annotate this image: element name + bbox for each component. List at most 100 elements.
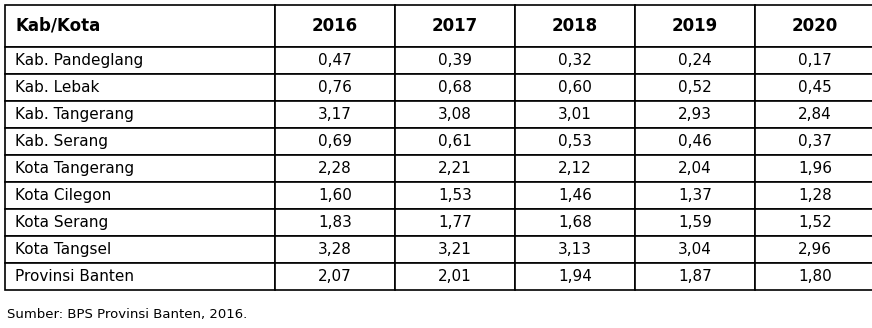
Bar: [515, 263, 635, 290]
Text: Kab. Pandeglang: Kab. Pandeglang: [15, 53, 143, 68]
Text: 1,80: 1,80: [798, 269, 832, 284]
Text: Provinsi Banten: Provinsi Banten: [15, 269, 134, 284]
Bar: [275, 5, 395, 47]
Text: 0,37: 0,37: [798, 134, 832, 149]
Bar: [755, 209, 872, 236]
Bar: [755, 128, 872, 155]
Text: 2017: 2017: [432, 17, 478, 35]
Bar: [515, 209, 635, 236]
Bar: [635, 263, 755, 290]
Text: 1,37: 1,37: [678, 188, 712, 203]
Text: 1,53: 1,53: [438, 188, 472, 203]
Bar: [755, 5, 872, 47]
Text: 0,47: 0,47: [318, 53, 352, 68]
Bar: [5, 236, 275, 263]
Bar: [395, 182, 515, 209]
Text: 3,04: 3,04: [678, 242, 712, 257]
Text: 0,68: 0,68: [438, 80, 472, 95]
Bar: [635, 209, 755, 236]
Bar: [5, 128, 275, 155]
Bar: [755, 236, 872, 263]
Text: Kota Tangerang: Kota Tangerang: [15, 161, 134, 176]
Bar: [275, 128, 395, 155]
Text: 0,76: 0,76: [318, 80, 352, 95]
Bar: [395, 263, 515, 290]
Text: 2,84: 2,84: [798, 107, 832, 122]
Bar: [515, 236, 635, 263]
Bar: [5, 5, 275, 47]
Bar: [755, 182, 872, 209]
Text: 0,53: 0,53: [558, 134, 592, 149]
Text: 3,17: 3,17: [318, 107, 352, 122]
Text: 0,39: 0,39: [438, 53, 472, 68]
Bar: [395, 209, 515, 236]
Bar: [515, 74, 635, 101]
Text: 1,60: 1,60: [318, 188, 352, 203]
Text: 3,08: 3,08: [438, 107, 472, 122]
Text: 1,59: 1,59: [678, 215, 712, 230]
Text: 2018: 2018: [552, 17, 598, 35]
Text: 3,01: 3,01: [558, 107, 592, 122]
Text: Kab. Lebak: Kab. Lebak: [15, 80, 99, 95]
Text: 2020: 2020: [792, 17, 838, 35]
Text: 3,21: 3,21: [438, 242, 472, 257]
Bar: [5, 209, 275, 236]
Bar: [275, 209, 395, 236]
Bar: [275, 74, 395, 101]
Bar: [515, 182, 635, 209]
Text: 2,96: 2,96: [798, 242, 832, 257]
Bar: [755, 74, 872, 101]
Bar: [755, 47, 872, 74]
Text: 1,68: 1,68: [558, 215, 592, 230]
Text: Kab. Serang: Kab. Serang: [15, 134, 108, 149]
Bar: [755, 101, 872, 128]
Text: 2,21: 2,21: [438, 161, 472, 176]
Text: 1,83: 1,83: [318, 215, 352, 230]
Bar: [275, 236, 395, 263]
Bar: [635, 47, 755, 74]
Bar: [5, 74, 275, 101]
Text: 0,60: 0,60: [558, 80, 592, 95]
Bar: [395, 47, 515, 74]
Text: Kab. Tangerang: Kab. Tangerang: [15, 107, 134, 122]
Text: Kota Tangsel: Kota Tangsel: [15, 242, 112, 257]
Bar: [635, 128, 755, 155]
Text: 0,24: 0,24: [678, 53, 712, 68]
Bar: [395, 5, 515, 47]
Text: 2019: 2019: [671, 17, 719, 35]
Bar: [275, 155, 395, 182]
Text: 0,17: 0,17: [798, 53, 832, 68]
Text: 2,07: 2,07: [318, 269, 352, 284]
Bar: [5, 263, 275, 290]
Bar: [515, 47, 635, 74]
Bar: [635, 74, 755, 101]
Bar: [515, 101, 635, 128]
Bar: [395, 128, 515, 155]
Text: 0,32: 0,32: [558, 53, 592, 68]
Text: 2,93: 2,93: [678, 107, 712, 122]
Bar: [755, 155, 872, 182]
Bar: [275, 101, 395, 128]
Text: 2,04: 2,04: [678, 161, 712, 176]
Text: 0,69: 0,69: [318, 134, 352, 149]
Text: 3,13: 3,13: [558, 242, 592, 257]
Text: 2016: 2016: [312, 17, 358, 35]
Text: Sumber: BPS Provinsi Banten, 2016.: Sumber: BPS Provinsi Banten, 2016.: [7, 308, 248, 321]
Text: 1,46: 1,46: [558, 188, 592, 203]
Text: 0,45: 0,45: [798, 80, 832, 95]
Bar: [395, 236, 515, 263]
Bar: [5, 182, 275, 209]
Text: 1,77: 1,77: [438, 215, 472, 230]
Bar: [755, 263, 872, 290]
Text: Kab/Kota: Kab/Kota: [15, 17, 100, 35]
Bar: [635, 155, 755, 182]
Bar: [515, 155, 635, 182]
Bar: [395, 101, 515, 128]
Text: 0,52: 0,52: [678, 80, 712, 95]
Bar: [5, 47, 275, 74]
Text: 2,28: 2,28: [318, 161, 352, 176]
Text: 1,94: 1,94: [558, 269, 592, 284]
Text: 2,01: 2,01: [438, 269, 472, 284]
Bar: [395, 74, 515, 101]
Bar: [635, 182, 755, 209]
